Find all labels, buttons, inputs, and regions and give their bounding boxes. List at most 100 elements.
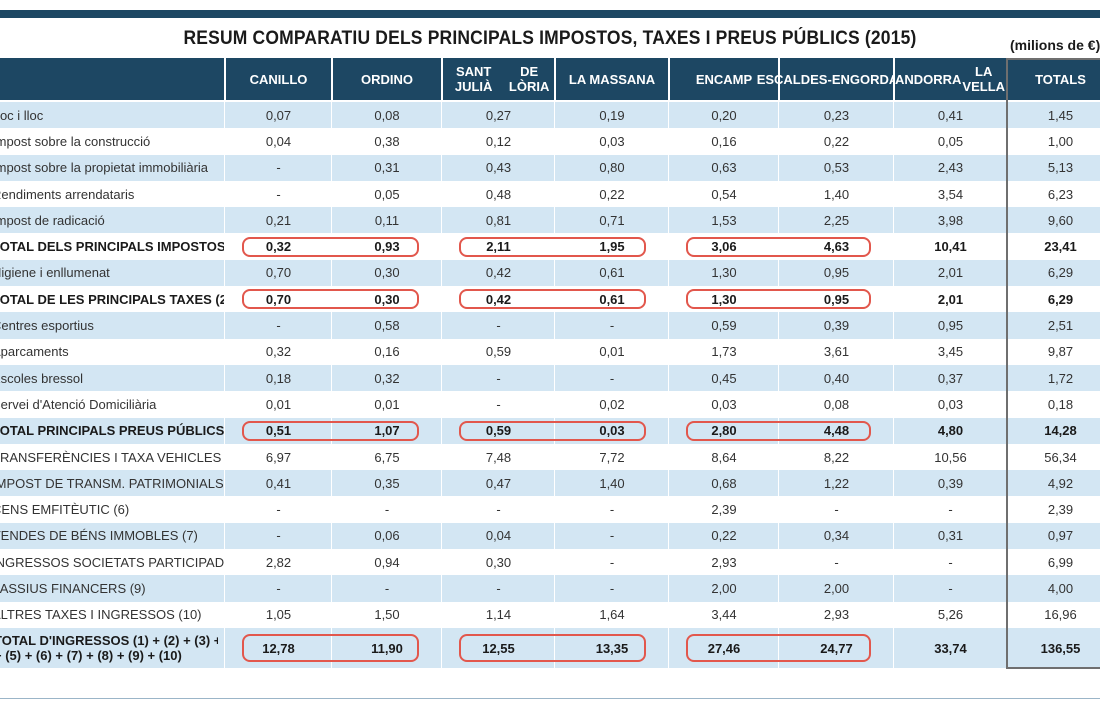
table-row: Servei d'Atenció Domiciliària 0,01 0,01 - 0,… xyxy=(0,391,1100,418)
cell-canillo: - xyxy=(276,186,281,202)
cell-ordino: 0,58 xyxy=(374,318,400,334)
column-header-andorra: ANDORRA LA VELLA xyxy=(895,58,1006,100)
cell-totals: 2,39 xyxy=(1047,502,1074,518)
cell-encamp: 0,22 xyxy=(711,528,737,544)
cell-andorra: 0,95 xyxy=(937,318,964,334)
cell-totals: 6,29 xyxy=(1047,265,1074,281)
highlight-box xyxy=(242,236,419,257)
cell-la-massana: 0,01 xyxy=(599,344,625,360)
grand-total-sant-julia: 12,55 xyxy=(482,640,515,656)
cell-escaldes: 0,34 xyxy=(823,528,850,544)
cell-encamp: 3,06 xyxy=(711,239,737,255)
cell-encamp: 2,93 xyxy=(711,554,737,570)
row-label: Higiene i enllumenat xyxy=(0,265,110,281)
cell-totals: 1,45 xyxy=(1047,107,1074,123)
cell-ordino: - xyxy=(384,502,390,518)
row-label: VENDES DE BÉNS IMMOBLES (7) xyxy=(0,528,198,544)
cell-sant-julia: - xyxy=(496,581,501,597)
column-header-totals: TOTALS xyxy=(1008,58,1100,100)
cell-la-massana: 0,61 xyxy=(599,265,625,281)
table-row: Centres esportius - 0,58 - - 0,59 0,39 0,95 2,51 xyxy=(0,312,1100,339)
cell-andorra: 5,26 xyxy=(937,607,964,623)
highlight-box xyxy=(459,236,646,257)
cell-sant-julia: 2,11 xyxy=(486,239,511,255)
table-row: Impost sobre la construcció 0,04 0,38 0,12 0… xyxy=(0,128,1100,155)
highlight-box xyxy=(242,634,419,662)
highlight-box xyxy=(459,420,646,441)
cell-la-massana: 1,64 xyxy=(599,607,625,623)
highlight-box xyxy=(242,420,419,441)
cell-la-massana: 0,71 xyxy=(599,212,625,228)
totals-column-frame xyxy=(1006,58,1100,669)
cell-sant-julia: 0,04 xyxy=(485,528,512,544)
grand-total-la-massana: 13,35 xyxy=(595,640,629,656)
table-row: TRANSFERÈNCIES I TAXA VEHICLES (4) 6,97 6,… xyxy=(0,443,1100,471)
header-separator xyxy=(893,58,895,100)
column-separator xyxy=(668,100,669,668)
cell-sant-julia: 0,48 xyxy=(485,186,512,202)
cell-encamp: 1,53 xyxy=(711,212,737,228)
row-label: Rendiments arrendataris xyxy=(0,186,135,202)
cell-encamp: 0,63 xyxy=(711,160,737,176)
table-row: Rendiments arrendataris - 0,05 0,48 0,22 0,54… xyxy=(0,180,1100,208)
cell-la-massana: - xyxy=(609,554,615,570)
cell-encamp: 0,59 xyxy=(711,318,737,334)
row-label: TOTAL DELS PRINCIPALS IMPOSTOS (1) xyxy=(0,239,224,255)
cell-encamp: 3,44 xyxy=(711,607,737,623)
column-header-line: ANDORRA xyxy=(895,71,962,87)
cell-sant-julia: - xyxy=(496,396,501,412)
cell-totals: 4,00 xyxy=(1047,581,1074,597)
cell-totals: 6,29 xyxy=(1047,291,1074,307)
cell-ordino: 0,38 xyxy=(374,133,400,149)
cell-canillo: - xyxy=(276,160,281,176)
cell-encamp: 1,73 xyxy=(711,344,737,360)
cell-la-massana: 0,61 xyxy=(599,291,625,307)
column-separator xyxy=(893,100,894,668)
cell-ordino: 0,31 xyxy=(374,160,400,176)
grand-total-ordino: 11,90 xyxy=(371,640,403,656)
table-row: INGRESSOS SOCIETATS PARTICIPADES (8) 2,82… xyxy=(0,549,1100,576)
column-header-ordino: ORDINO xyxy=(333,58,441,100)
cell-totals: 4,92 xyxy=(1047,475,1074,491)
row-label: Impost de radicació xyxy=(0,212,105,228)
cell-escaldes: 0,23 xyxy=(823,107,850,123)
cell-ordino: 1,07 xyxy=(374,423,400,439)
cell-encamp: 0,20 xyxy=(711,107,737,123)
column-separator xyxy=(331,100,332,668)
header-separator xyxy=(331,58,333,100)
cell-ordino: 0,16 xyxy=(374,344,400,360)
grand-total-totals: 136,55 xyxy=(1040,640,1081,656)
cell-la-massana: 0,80 xyxy=(599,160,625,176)
row-label: TOTAL DE LES PRINCIPALS TAXES (2) xyxy=(0,291,224,307)
cell-canillo: 0,41 xyxy=(265,475,292,491)
cell-ordino: - xyxy=(384,581,390,597)
column-separator xyxy=(224,100,225,668)
cell-la-massana: 0,02 xyxy=(599,396,625,412)
cell-ordino: 0,35 xyxy=(374,475,400,491)
cell-totals: 23,41 xyxy=(1044,239,1077,255)
cell-totals: 5,13 xyxy=(1047,160,1074,176)
cell-canillo: 0,32 xyxy=(265,344,292,360)
cell-sant-julia: - xyxy=(496,502,501,518)
highlight-box xyxy=(686,236,871,257)
cell-ordino: 0,32 xyxy=(374,370,400,386)
cell-canillo: 0,32 xyxy=(265,239,292,255)
highlight-box xyxy=(686,634,871,662)
cell-la-massana: 0,19 xyxy=(599,107,625,123)
cell-escaldes: 1,40 xyxy=(823,186,850,202)
cell-encamp: 1,30 xyxy=(711,291,737,307)
column-header-line: DE LÒRIA xyxy=(508,64,550,94)
highlight-box xyxy=(242,289,419,310)
highlight-box xyxy=(686,289,871,310)
grand-total-encamp: 27,46 xyxy=(707,640,741,656)
grand-total-label-line: TOTAL D'INGRESSOS (1) + (2) + (3) + (4) xyxy=(0,633,218,648)
cell-encamp: 0,03 xyxy=(711,396,737,412)
cell-canillo: 0,01 xyxy=(265,396,292,412)
cell-canillo: - xyxy=(276,318,281,334)
cell-sant-julia: 0,30 xyxy=(485,554,512,570)
cell-totals: 14,28 xyxy=(1044,423,1077,439)
cell-canillo: 0,70 xyxy=(265,291,292,307)
table-row: IMPOST DE TRANSM. PATRIMONIALS (5) 0,41 0,… xyxy=(0,470,1100,497)
cell-canillo: 0,51 xyxy=(265,423,292,439)
header-separator xyxy=(668,58,670,100)
